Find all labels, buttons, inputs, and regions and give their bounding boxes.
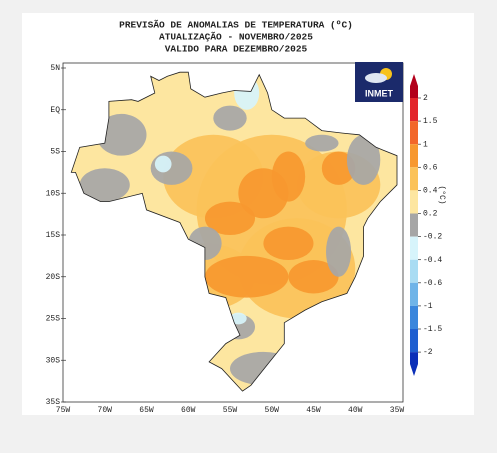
lat-label: EQ [50,106,60,115]
colorbar-segment [410,167,418,191]
colorbar-label: -0.6 [423,279,442,288]
lat-label: 25S [46,315,61,324]
colorbar-segment [410,329,418,353]
lon-label: 60W [181,406,196,415]
colorbar-segment [410,121,418,145]
logo-text: INMET [365,88,394,98]
colorbar-segment [410,213,418,237]
lon-label: 40W [348,406,363,415]
update-line: ATUALIZAÇÃO - NOVEMBRO/2025 [159,32,313,43]
colorbar-label: -1 [423,302,433,311]
anomaly-area [326,226,352,277]
lat-label: 10S [46,189,61,198]
anomaly-area [154,155,172,173]
colorbar-segment [410,282,418,306]
anomaly-area [321,151,356,185]
title: PREVISÃO DE ANOMALIAS DE TEMPERATURA (ºC… [119,20,353,31]
country-outline [70,71,398,392]
colorbar-label: -0.4 [423,256,442,265]
lat-label: 15S [46,231,61,240]
anomaly-area [96,113,147,156]
lon-label: 45W [306,406,321,415]
colorbar-segment [410,352,418,376]
lat-label: 5S [50,148,60,157]
colorbar-label: -1.5 [423,325,442,334]
colorbar-label: 1 [423,140,428,149]
valid-line: VALIDO PARA DEZEMBRO/2025 [165,44,308,55]
logo-cloud [365,73,387,83]
anomaly-area [271,151,306,202]
colorbar-segment [410,74,418,98]
anomaly-area [163,134,264,219]
colorbar-segment [410,144,418,168]
anomaly-area [288,260,339,294]
anomaly-area [263,226,314,261]
colorbar-label: 0.6 [423,163,438,172]
colorbar-label: -0.2 [423,233,442,242]
lat-label: 30S [46,356,61,365]
colorbar-segment [410,259,418,283]
lon-label: 70W [98,406,113,415]
anomaly-area [213,105,247,131]
lon-label: 65W [139,406,154,415]
colorbar-label: 2 [423,94,428,103]
lon-label: 75W [56,406,71,415]
lon-label: 50W [265,406,280,415]
lon-label: 55W [223,406,238,415]
anomaly-area [204,201,256,235]
colorbar-label: -2 [423,348,433,357]
lat-label: 35S [46,398,61,407]
anomaly-area [346,134,381,185]
colorbar-label: 0.4 [423,187,438,196]
anomaly-area [79,168,130,202]
colorbar-label: 0.2 [423,210,438,219]
lat-label: 5N [50,64,60,73]
anomaly-area [204,255,289,298]
lon-label: 35W [390,406,405,415]
colorbar-label: 1.5 [423,117,438,126]
anomaly-area [305,134,339,152]
colorbar-segment [410,98,418,122]
colorbar-segment [410,305,418,329]
colorbar-unit: (°C) [437,185,446,204]
colorbar-segment [410,236,418,260]
colorbar-segment [410,190,418,214]
lat-label: 20S [46,273,61,282]
